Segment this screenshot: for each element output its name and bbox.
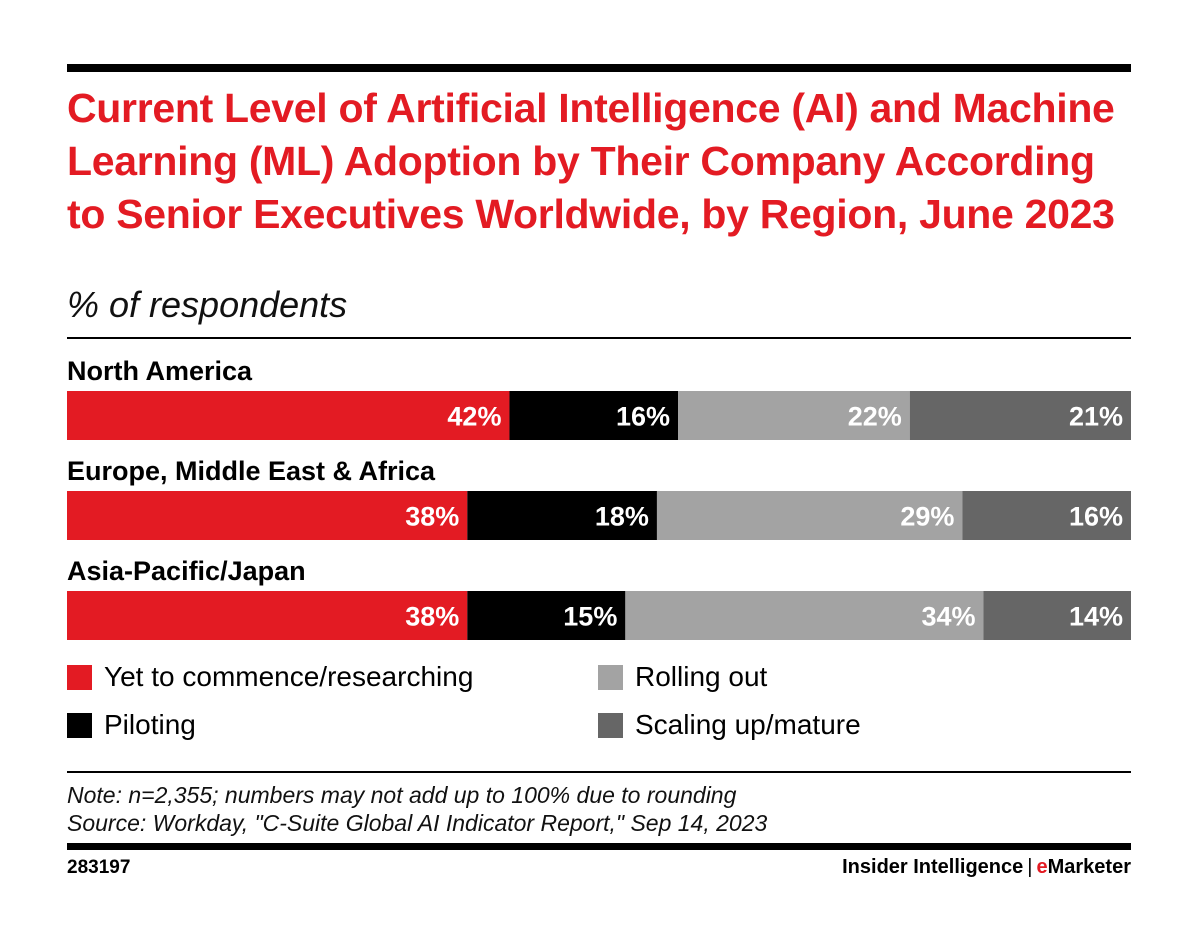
bar-europe-middle-east-africa-piloting xyxy=(467,491,657,540)
legend-item-yet-to-commence: Yet to commence/researching xyxy=(67,660,473,694)
chart-subtitle: % of respondents xyxy=(67,284,348,325)
brand-logo: Insider Intelligence | eMarketer xyxy=(842,856,1131,879)
bar-asia-pacific-japan-scaling-up-mature xyxy=(983,591,1131,640)
category-label-europe-middle-east-africa: Europe, Middle East & Africa xyxy=(67,456,436,486)
legend-item-piloting: Piloting xyxy=(67,708,196,742)
brand-e: e xyxy=(1036,856,1048,878)
note-rule xyxy=(67,771,1131,773)
legend: Yet to commence/researching Piloting Rol… xyxy=(67,660,1131,760)
category-label-north-america: North America xyxy=(67,356,253,386)
legend-swatch xyxy=(598,664,623,690)
bottom-rule xyxy=(67,843,1131,850)
brand-separator: | xyxy=(1027,856,1033,878)
data-label-europe-middle-east-africa-scaling-up-mature: 16% xyxy=(1069,502,1123,532)
bar-north-america-scaling-up-mature xyxy=(909,391,1131,440)
bar-asia-pacific-japan-piloting xyxy=(467,591,626,640)
chart-title: Current Level of Artificial Intelligence… xyxy=(67,85,1115,237)
bar-north-america-rolling-out xyxy=(678,391,910,440)
data-label-europe-middle-east-africa-rolling-out: 29% xyxy=(900,502,954,532)
legend-swatch xyxy=(67,712,92,738)
data-label-europe-middle-east-africa-yet-to-commence-researching: 38% xyxy=(405,502,459,532)
data-label-europe-middle-east-africa-piloting: 18% xyxy=(595,502,649,532)
data-label-north-america-yet-to-commence-researching: 42% xyxy=(447,402,501,432)
bar-asia-pacific-japan-yet-to-commence-researching xyxy=(67,591,468,640)
subtitle-rule xyxy=(67,337,1131,339)
brand-primary: Insider Intelligence xyxy=(842,856,1024,878)
data-label-asia-pacific-japan-rolling-out: 34% xyxy=(921,602,975,632)
legend-item-scaling-up: Scaling up/mature xyxy=(598,708,861,742)
data-label-asia-pacific-japan-scaling-up-mature: 14% xyxy=(1069,602,1123,632)
bar-europe-middle-east-africa-rolling-out xyxy=(656,491,963,540)
bar-europe-middle-east-africa-scaling-up-mature xyxy=(962,491,1131,540)
data-label-north-america-rolling-out: 22% xyxy=(848,402,902,432)
bar-north-america-yet-to-commence-researching xyxy=(67,391,510,440)
legend-item-rolling-out: Rolling out xyxy=(598,660,767,694)
data-label-asia-pacific-japan-yet-to-commence-researching: 38% xyxy=(405,602,459,632)
bar-asia-pacific-japan-rolling-out xyxy=(625,591,984,640)
data-label-north-america-scaling-up-mature: 21% xyxy=(1069,402,1123,432)
bar-europe-middle-east-africa-yet-to-commence-researching xyxy=(67,491,468,540)
legend-label: Yet to commence/researching xyxy=(104,661,474,692)
legend-label: Rolling out xyxy=(635,661,768,692)
legend-swatch xyxy=(598,712,623,738)
chart-id: 283197 xyxy=(67,857,131,878)
source-text: Source: Workday, "C-Suite Global AI Indi… xyxy=(67,810,768,836)
brand-rest: Marketer xyxy=(1047,856,1131,878)
category-label-asia-pacific-japan: Asia-Pacific/Japan xyxy=(67,556,306,586)
legend-label: Piloting xyxy=(104,709,196,740)
legend-swatch xyxy=(67,664,92,690)
legend-label: Scaling up/mature xyxy=(635,709,861,740)
data-label-asia-pacific-japan-piloting: 15% xyxy=(563,602,617,632)
data-label-north-america-piloting: 16% xyxy=(616,402,670,432)
bar-north-america-piloting xyxy=(509,391,679,440)
note-text: Note: n=2,355; numbers may not add up to… xyxy=(67,782,737,808)
top-rule xyxy=(67,64,1131,72)
